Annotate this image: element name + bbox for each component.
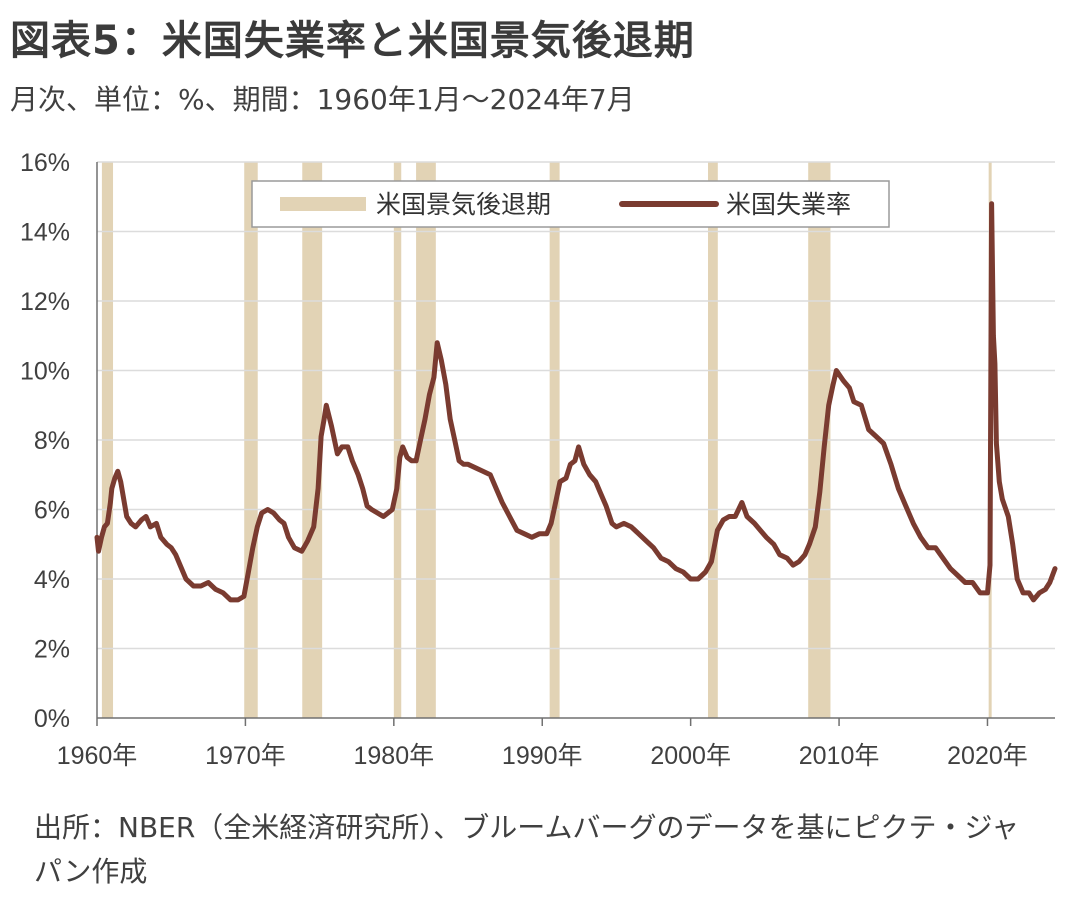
x-tick-label: 1970年 (205, 742, 286, 770)
y-tick-label: 10% (20, 358, 70, 386)
y-tick-label: 16% (20, 149, 70, 177)
legend-label-unemployment: 米国失業率 (726, 190, 851, 219)
x-tick-label: 2000年 (650, 742, 731, 770)
x-tick-label: 1990年 (502, 742, 583, 770)
y-axis-ticks: 0% 2% 4% 6% 8% 10% 12% 14% 16% (20, 149, 70, 733)
chart-subtitle: 月次、単位：%、期間：1960年1月～2024年7月 (10, 83, 635, 116)
y-tick-label: 0% (34, 705, 70, 733)
x-tick-label: 1960年 (57, 742, 138, 770)
series-line-unemployment (94, 201, 1058, 603)
y-tick-label: 8% (34, 427, 70, 455)
gridlines (96, 161, 1055, 719)
y-tick-label: 14% (20, 219, 70, 247)
x-tick-label: 2020年 (947, 742, 1028, 770)
y-tick-label: 2% (34, 636, 70, 664)
source-note: 出所：NBER（全米経済研究所）、ブルームバーグのデータを基にピクテ・ジャパン作… (34, 811, 1020, 888)
legend: 米国景気後退期 米国失業率 (251, 180, 890, 228)
y-tick-label: 4% (34, 566, 70, 594)
x-tick-label: 1980年 (354, 742, 435, 770)
x-axis-ticks: 1960年 1970年 1980年 1990年 2000年 2010年 2020年 (57, 718, 1028, 770)
x-tick-label: 2010年 (799, 742, 880, 770)
legend-label-recession: 米国景気後退期 (376, 190, 551, 219)
y-tick-label: 12% (20, 288, 70, 316)
chart-title: 図表5：米国失業率と米国景気後退期 (10, 18, 695, 64)
series-layer (94, 201, 1058, 603)
legend-swatch-recession (280, 197, 366, 211)
y-tick-label: 6% (34, 497, 70, 525)
